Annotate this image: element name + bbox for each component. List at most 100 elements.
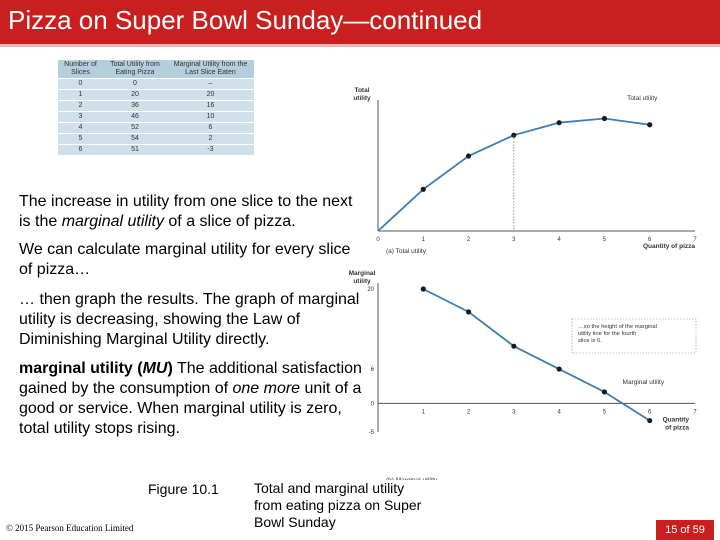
y-axis-label: Total <box>354 87 369 94</box>
figure-label-box <box>140 478 244 504</box>
table-cell: 5 <box>58 133 103 145</box>
x-tick-label: 1 <box>422 409 426 415</box>
paragraph-marginal-utility-intro: The increase in utility from one slice t… <box>19 192 364 232</box>
y-axis-label: utility <box>353 278 371 285</box>
annotation-text: …so the height of the marginal <box>578 324 657 330</box>
data-point <box>511 343 517 349</box>
paragraph-definition: marginal utility (MU) The additional sat… <box>19 359 364 439</box>
table-cell: 20 <box>166 89 254 101</box>
definition-term: marginal utility ( <box>19 360 143 377</box>
data-point <box>647 417 653 424</box>
series-line <box>422 288 651 422</box>
x-tick-label: 3 <box>512 237 516 243</box>
table-cell: 20 <box>102 89 167 101</box>
data-point <box>601 115 608 122</box>
p1-text-b: of a slice of pizza. <box>163 213 296 230</box>
page-number: 15 of 59 <box>656 520 714 540</box>
data-point <box>465 153 472 159</box>
table-cell: 52 <box>102 122 167 134</box>
table-cell: 2 <box>166 133 254 145</box>
copyright: © 2015 Pearson Education Limited <box>6 523 134 533</box>
data-point <box>556 120 562 126</box>
x-tick-label: 4 <box>557 237 561 243</box>
y-tick-label: -5 <box>369 430 375 436</box>
data-point <box>647 122 653 128</box>
definition-abbr: MU <box>142 360 168 377</box>
x-tick-label: 1 <box>422 237 426 243</box>
definition-term-close: ) <box>167 360 173 377</box>
x-tick-label: 6 <box>648 409 652 415</box>
x-tick-label: 7 <box>693 237 697 243</box>
x-tick-label: 2 <box>467 237 471 243</box>
data-point <box>556 366 562 372</box>
utility-table: Number of Slices Total Utility from Eati… <box>58 60 254 155</box>
table-cell: 46 <box>102 111 167 123</box>
table-header-total-utility: Total Utility from Eating Pizza <box>102 60 167 79</box>
data-point <box>465 309 472 315</box>
table-cell: 10 <box>166 111 254 123</box>
series-label: Total utility <box>627 95 658 102</box>
x-tick-label: 3 <box>512 409 516 415</box>
slide-title: Pizza on Super Bowl Sunday—continued <box>8 5 483 35</box>
panel-title: (a) Total utility <box>386 248 427 255</box>
table-cell: 6 <box>58 144 103 155</box>
table-row: 5 54 2 <box>58 133 254 145</box>
x-tick-label: 5 <box>603 409 607 415</box>
table-cell: -3 <box>166 144 254 155</box>
data-point <box>420 286 426 292</box>
title-bar <box>0 0 720 44</box>
panel-title: (b) Marginal utility <box>386 477 438 480</box>
x-tick-label: 6 <box>648 237 652 243</box>
table-cell: 51 <box>102 144 167 155</box>
table-cell: 4 <box>58 122 103 134</box>
table-header-row: Number of Slices Total Utility from Eati… <box>58 60 254 79</box>
table-row: 4 52 6 <box>58 122 254 134</box>
table-cell: 0 <box>58 78 103 90</box>
table-header-slices: Number of Slices <box>58 60 103 79</box>
p1-text-a: The increase in utility from one slice t… <box>19 193 353 230</box>
x-tick-label: 0 <box>376 237 380 243</box>
x-axis-label: Quantity <box>663 416 690 423</box>
x-tick-label: 4 <box>557 409 561 415</box>
table-cell: 1 <box>58 89 103 101</box>
definition-emphasis: one more <box>232 380 301 397</box>
table-row: 2 36 16 <box>58 100 254 112</box>
table-cell: 0 <box>102 78 167 90</box>
table-cell: – <box>166 78 254 90</box>
x-tick-label: 7 <box>693 409 697 415</box>
table-cell: 36 <box>102 100 167 112</box>
y-tick-label: 0 <box>371 401 375 407</box>
definition-text-b: unit of a good or service. When marginal… <box>19 380 362 437</box>
table-cell: 2 <box>58 100 103 112</box>
data-point <box>511 132 517 138</box>
data-point <box>601 389 608 395</box>
table-header-marginal-utility: Marginal Utility from the Last Slice Eat… <box>166 60 254 79</box>
y-axis-label: Marginal <box>349 270 376 277</box>
series-label: Marginal utility <box>623 379 665 386</box>
annotation-text: slice is 6. <box>578 338 602 344</box>
x-tick-label: 5 <box>603 237 607 243</box>
table-cell: 54 <box>102 133 167 145</box>
table-row: 0 0– <box>58 78 254 90</box>
table-row: 3 46 10 <box>58 111 254 123</box>
table-row: 6 51 -3 <box>58 144 254 155</box>
table-cell: 3 <box>58 111 103 123</box>
x-tick-label: 2 <box>467 409 471 415</box>
x-axis-label: of pizza <box>665 424 689 431</box>
table-cell: 6 <box>166 122 254 134</box>
y-tick-label: 6 <box>371 367 375 373</box>
paragraph-calculate: We can calculate marginal utility for ev… <box>19 241 351 278</box>
annotation-box <box>571 318 697 354</box>
figure-label: Figure 10.1 <box>148 481 219 497</box>
annotation-text: utility line for the fourth <box>578 331 636 337</box>
x-axis-label: Quantity of pizza <box>643 243 695 250</box>
paragraph-graph-results: … then graph the results. The graph of m… <box>19 291 360 348</box>
table-cell: 16 <box>166 100 254 112</box>
figure-caption: Total and marginal utility from eating p… <box>254 480 422 530</box>
p1-emphasis: marginal utility <box>61 213 164 230</box>
y-axis-label: utility <box>353 95 371 102</box>
table-row: 1 20 20 <box>58 89 254 101</box>
y-tick-label: 20 <box>367 287 374 293</box>
definition-text-a: The additional satisfaction gained by th… <box>19 360 362 397</box>
